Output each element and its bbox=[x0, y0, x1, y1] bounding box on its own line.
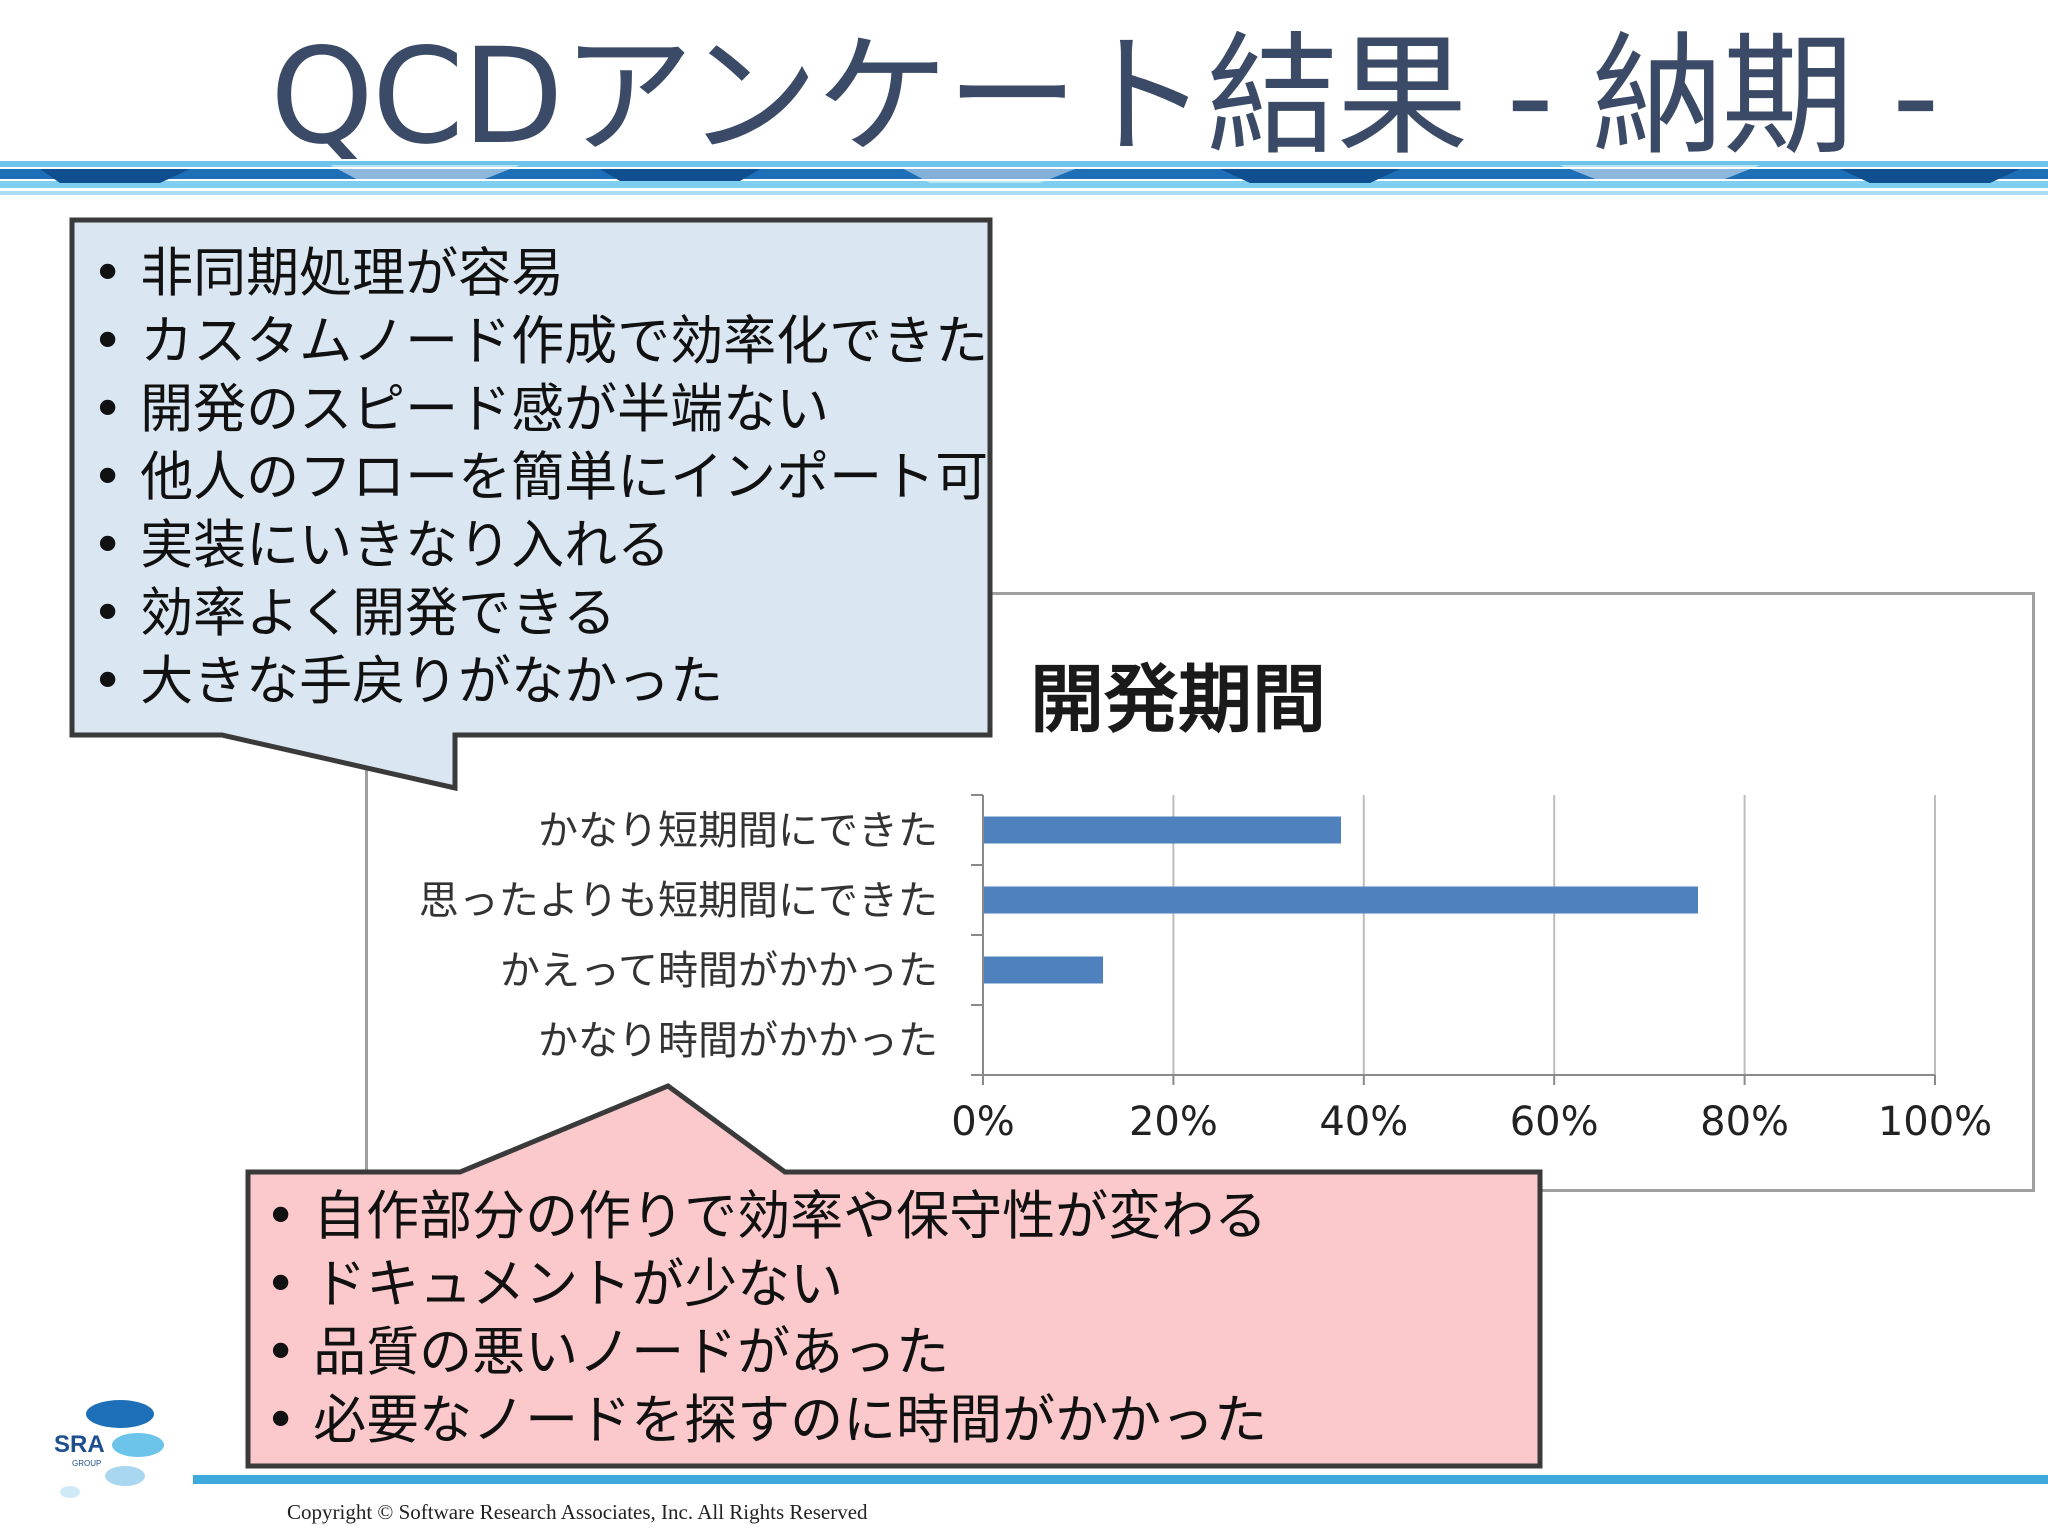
x-tick-label: 20% bbox=[1129, 1099, 1218, 1145]
category-label: かえって時間がかかった bbox=[500, 948, 938, 994]
list-item: 非同期処理が容易 bbox=[92, 240, 988, 308]
list-item: 他人のフローを簡単にインポート可 bbox=[92, 444, 988, 512]
positive-comments-list: 非同期処理が容易 カスタムノード作成で効率化できた 開発のスピード感が半端ない … bbox=[92, 240, 988, 716]
list-item: 実装にいきなり入れる bbox=[92, 512, 988, 580]
x-tick-label: 100% bbox=[1878, 1099, 1992, 1145]
logo-subtext: GROUP bbox=[72, 1459, 101, 1468]
bar bbox=[984, 956, 1103, 984]
list-item: 効率よく開発できる bbox=[92, 580, 988, 648]
bar bbox=[984, 816, 1341, 844]
logo-text: SRA bbox=[54, 1431, 105, 1458]
x-tick-label: 0% bbox=[951, 1099, 1014, 1145]
category-label: かなり短期間にできた bbox=[538, 808, 938, 854]
category-label: 思ったよりも短期間にできた bbox=[419, 878, 938, 924]
list-item: 必要なノードを探すのに時間がかかった bbox=[265, 1387, 1267, 1455]
list-item: 品質の悪いノードがあった bbox=[265, 1319, 1267, 1387]
chart-title: 開発期間 bbox=[1030, 657, 1326, 743]
bar bbox=[984, 886, 1698, 914]
list-item: 自作部分の作りで効率や保守性が変わる bbox=[265, 1183, 1267, 1251]
list-item: ドキュメントが少ない bbox=[265, 1251, 1267, 1319]
slide-title: QCDアンケート結果 - 納期 - bbox=[270, 20, 1940, 174]
list-item: 開発のスピード感が半端ない bbox=[92, 376, 988, 444]
title-decoration-band bbox=[0, 161, 2048, 195]
category-label: かなり時間がかかった bbox=[538, 1018, 938, 1064]
list-item: 大きな手戻りがなかった bbox=[92, 648, 988, 716]
x-tick-label: 80% bbox=[1700, 1099, 1789, 1145]
x-tick-label: 60% bbox=[1510, 1099, 1599, 1145]
x-tick-label: 40% bbox=[1319, 1099, 1408, 1145]
list-item: カスタムノード作成で効率化できた bbox=[92, 308, 988, 376]
negative-comments-list: 自作部分の作りで効率や保守性が変わる ドキュメントが少ない 品質の悪いノードがあ… bbox=[265, 1183, 1267, 1455]
sra-group-logo: SRA GROUP bbox=[54, 1400, 164, 1498]
copyright-text: Copyright © Software Research Associates… bbox=[287, 1500, 868, 1524]
footer-rule bbox=[193, 1475, 2048, 1484]
